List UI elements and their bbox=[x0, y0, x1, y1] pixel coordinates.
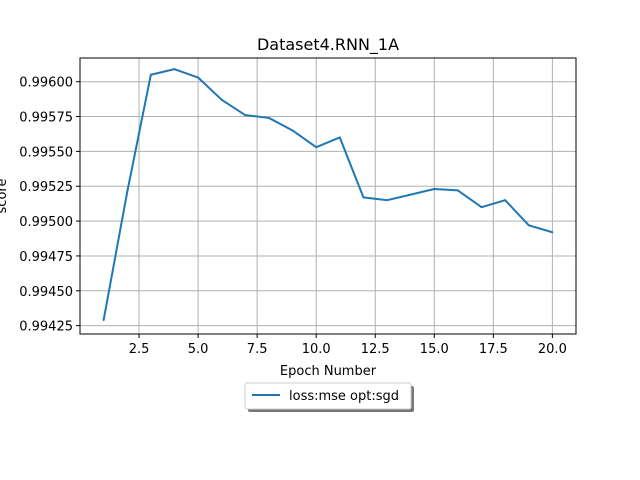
x-tick-label: 15.0 bbox=[420, 342, 449, 357]
legend-label-series-1: loss:mse opt:sgd bbox=[289, 389, 399, 404]
x-tick-label: 5.0 bbox=[188, 342, 209, 357]
data-point bbox=[456, 189, 459, 192]
data-point bbox=[409, 193, 412, 196]
y-axis: 0.99425 0.99450 0.99475 0.99500 0.99525 0.995… bbox=[19, 76, 80, 335]
x-tick-label: 17.5 bbox=[479, 342, 508, 357]
data-point bbox=[480, 206, 483, 209]
data-point bbox=[433, 188, 436, 191]
y-tick-label: 0.99500 bbox=[19, 215, 73, 230]
data-point bbox=[220, 98, 223, 101]
data-point bbox=[102, 319, 105, 322]
data-point bbox=[504, 199, 507, 202]
series-lines bbox=[102, 68, 554, 322]
data-point bbox=[244, 114, 247, 117]
x-tick-label: 12.5 bbox=[361, 342, 390, 357]
data-point bbox=[386, 199, 389, 202]
data-point bbox=[527, 224, 530, 227]
data-point bbox=[291, 129, 294, 132]
x-tick-label: 2.5 bbox=[129, 342, 150, 357]
data-point bbox=[315, 146, 318, 149]
x-tick-label: 10.0 bbox=[302, 342, 331, 357]
data-point bbox=[362, 196, 365, 199]
data-point bbox=[551, 231, 554, 234]
y-tick-label: 0.99575 bbox=[19, 111, 73, 126]
data-point bbox=[338, 136, 341, 139]
grid bbox=[80, 58, 576, 334]
x-axis: 2.5 5.0 7.5 10.0 12.5 15.0 17.5 20.0 bbox=[129, 334, 567, 357]
data-point bbox=[267, 116, 270, 119]
y-tick-label: 0.99550 bbox=[19, 145, 73, 160]
chart-title: Dataset4.RNN_1A bbox=[257, 35, 399, 55]
y-tick-label: 0.99450 bbox=[19, 285, 73, 300]
y-tick-label: 0.99525 bbox=[19, 180, 73, 195]
data-point bbox=[126, 190, 129, 193]
x-axis-label: Epoch Number bbox=[280, 364, 377, 379]
data-point bbox=[197, 76, 200, 79]
x-tick-label: 20.0 bbox=[538, 342, 567, 357]
y-tick-label: 0.99425 bbox=[19, 320, 73, 335]
y-tick-label: 0.99600 bbox=[19, 76, 73, 91]
y-axis-label: score bbox=[0, 179, 10, 214]
legend: loss:mse opt:sgd bbox=[244, 382, 414, 412]
series-line-1 bbox=[102, 68, 553, 321]
data-point bbox=[173, 68, 176, 71]
x-tick-label: 7.5 bbox=[247, 342, 268, 357]
data-point bbox=[149, 73, 152, 76]
legend-box bbox=[244, 382, 412, 410]
y-tick-label: 0.99475 bbox=[19, 250, 73, 265]
plot-area-frame bbox=[79, 57, 577, 335]
